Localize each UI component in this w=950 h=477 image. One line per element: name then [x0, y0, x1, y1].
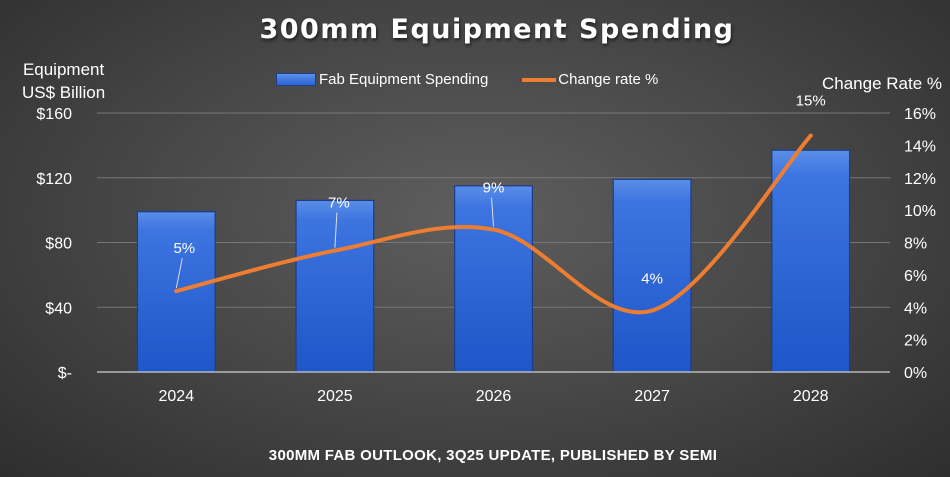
data-label-leader	[334, 212, 338, 248]
y-axis-title-line-1: Equipment	[22, 60, 105, 79]
data-label: 15%	[796, 93, 826, 110]
y-tick-label: $160	[36, 106, 72, 123]
legend-item-bars[interactable]: Fab Equipment Spending	[276, 71, 488, 88]
y-axis-title-line-2: US$ Billion	[22, 83, 106, 102]
y2-tick-label: 14%	[904, 138, 936, 155]
x-tick-label: 2025	[317, 388, 353, 405]
change-rate-line	[174, 133, 813, 315]
chart-title: 300mm Equipment Spending	[259, 14, 735, 45]
y2-tick-label: 0%	[904, 365, 927, 382]
y2-tick-label: 2%	[904, 333, 927, 350]
data-label: 4%	[641, 270, 663, 287]
x-tick-label: 2027	[634, 388, 670, 405]
data-label: 5%	[173, 240, 195, 257]
y2-tick-label: 10%	[904, 203, 936, 220]
legend-item-line[interactable]: Change rate %	[522, 71, 658, 88]
legend-bar-label: Fab Equipment Spending	[319, 71, 489, 88]
y2-tick-label: 12%	[904, 171, 936, 188]
y2-tick-label: 8%	[904, 236, 927, 253]
y-tick-label: $80	[45, 236, 72, 253]
bar	[454, 185, 533, 373]
source-footer: 300MM FAB OUTLOOK, 3Q25 UPDATE, PUBLISHE…	[268, 447, 718, 464]
legend-bar-swatch	[276, 73, 316, 86]
x-tick-label: 2028	[793, 388, 829, 405]
legend: Fab Equipment Spending Change rate %	[276, 71, 692, 88]
y-tick-label: $-	[58, 365, 72, 382]
y2-tick-label: 16%	[904, 106, 936, 123]
line-point	[650, 308, 655, 313]
y2-axis-title: Change Rate %	[821, 74, 942, 93]
y-tick-label: $40	[45, 300, 72, 317]
legend-line-swatch	[522, 77, 557, 82]
line-point	[332, 248, 337, 253]
legend-line-label: Change rate %	[558, 71, 659, 88]
data-label-leader	[175, 257, 183, 289]
data-label: 9%	[483, 180, 505, 197]
bar	[295, 199, 375, 373]
bar	[771, 149, 851, 373]
y-axis-title: Equipment US$ Billion	[22, 58, 105, 104]
data-label: 7%	[328, 195, 350, 212]
y2-tick-label: 6%	[904, 268, 927, 285]
bar	[612, 178, 692, 373]
data-label-leader	[491, 197, 494, 227]
line-point	[491, 227, 496, 232]
x-tick-label: 2024	[159, 388, 195, 405]
line-point	[174, 289, 179, 294]
line-point	[808, 133, 813, 138]
y-tick-label: $120	[36, 171, 72, 188]
y2-tick-label: 4%	[904, 300, 927, 317]
x-tick-label: 2026	[476, 388, 512, 405]
